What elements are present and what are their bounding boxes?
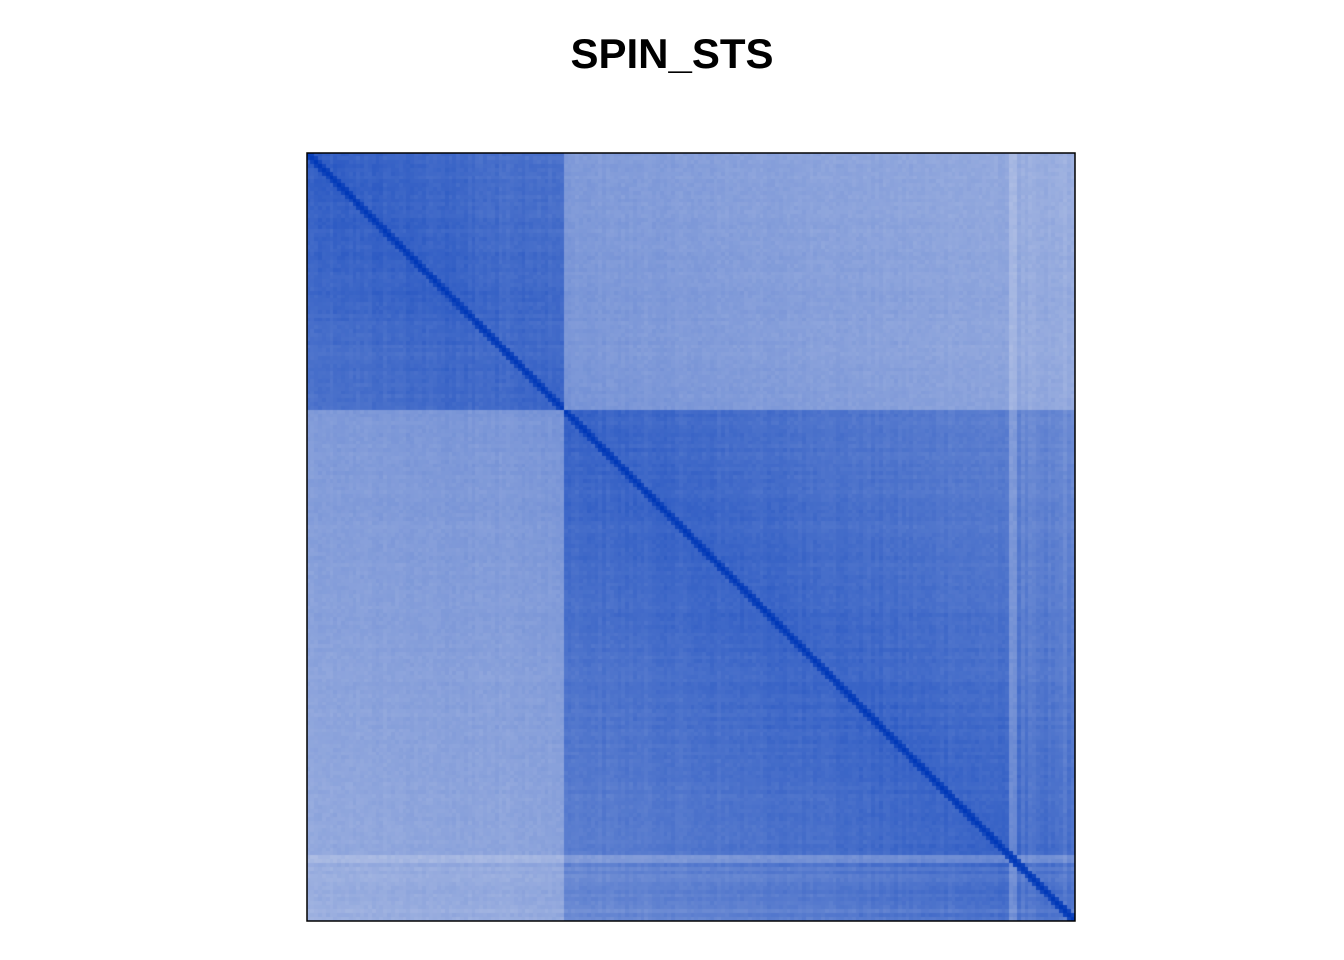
- chart-title: SPIN_STS: [570, 30, 774, 77]
- heatmap-cells: [307, 153, 1075, 921]
- plot-border: [306, 152, 1076, 922]
